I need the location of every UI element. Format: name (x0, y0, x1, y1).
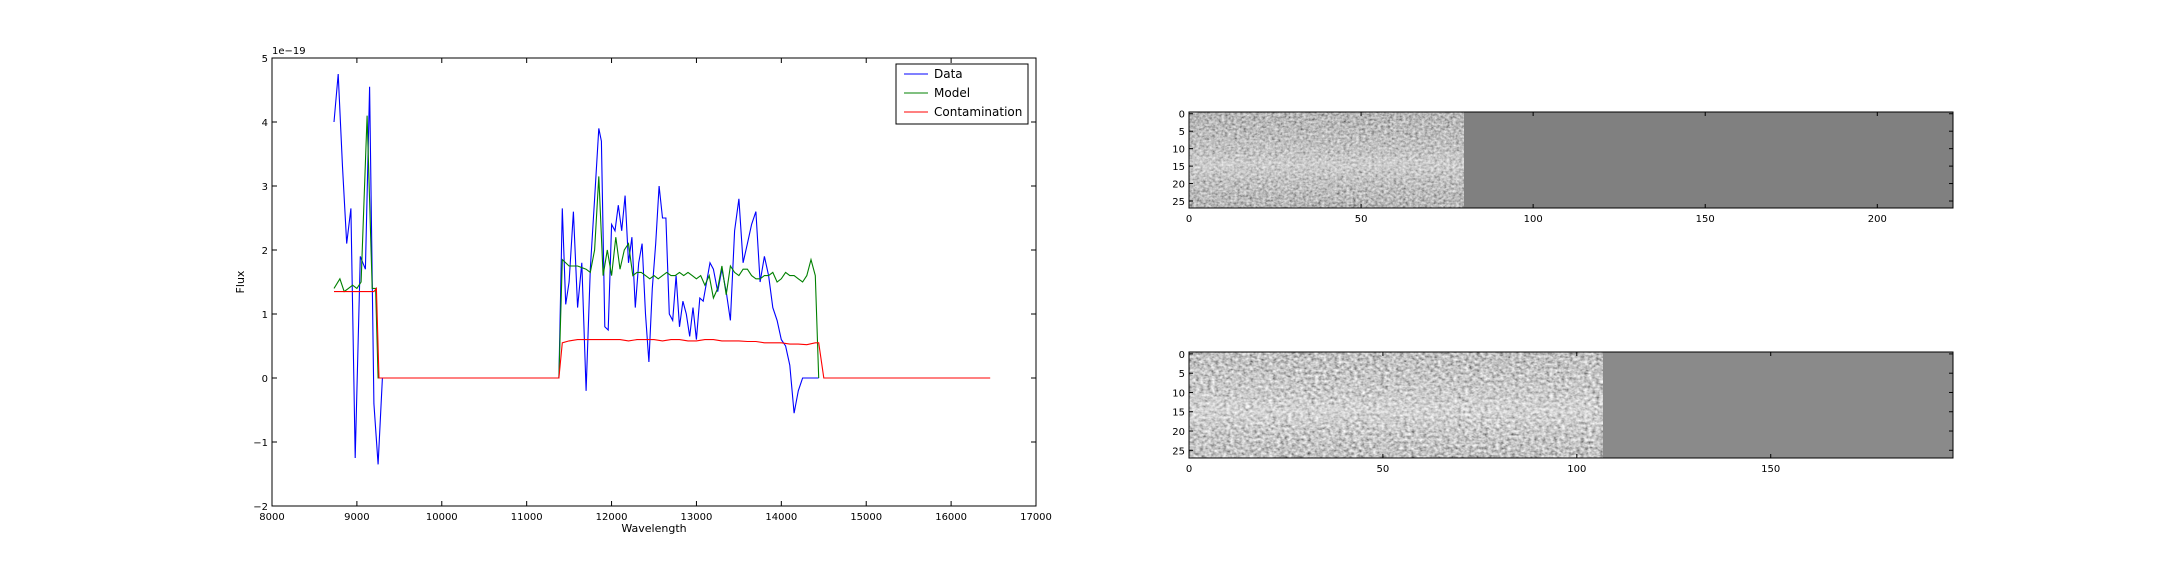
image-x-tick-label: 0 (1186, 214, 1192, 225)
series-line-data (333, 73, 819, 465)
x-axis-label: Wavelength (621, 522, 686, 535)
x-tick-label: 8000 (259, 512, 284, 523)
image-x-tick-label: 50 (1377, 464, 1390, 475)
image-y-tick-label: 25 (1172, 197, 1185, 208)
y-tick-label: 4 (262, 118, 268, 129)
image-x-tick-label: 0 (1186, 464, 1192, 475)
y-tick-label: 0 (262, 374, 268, 385)
y-tick-label: −2 (253, 502, 268, 513)
spectrum-image-top: 0 50 100 150 200 0 5 10 15 20 25 (1172, 110, 1954, 225)
image-x-tick-label: 100 (1567, 464, 1586, 475)
image-x-tick-label: 100 (1524, 214, 1543, 225)
legend-label-contamination: Contamination (934, 105, 1022, 119)
image-y-tick-label: 10 (1172, 145, 1185, 156)
x-tick-label: 12000 (596, 512, 628, 523)
x-tick-label: 15000 (850, 512, 882, 523)
y-tick-label: −1 (253, 438, 268, 449)
image-bottom-frame (1188, 351, 1954, 459)
image-x-tick-label: 200 (1868, 214, 1887, 225)
image-y-tick-label: 20 (1172, 180, 1185, 191)
y-offset-text: 1e−19 (272, 46, 306, 57)
y-tick-label: 5 (262, 54, 268, 65)
spectrum-axis-ticks: 8000 9000 10000 11000 12000 13000 14000 15000 16… (253, 54, 1052, 523)
image-y-tick-label: 15 (1172, 162, 1185, 173)
image-top-frame (1188, 111, 1954, 209)
x-tick-label: 13000 (681, 512, 713, 523)
x-tick-label: 17000 (1020, 512, 1052, 523)
image-y-tick-label: 5 (1179, 127, 1185, 138)
image-y-tick-label: 0 (1179, 110, 1185, 121)
image-y-tick-label: 5 (1179, 369, 1185, 380)
y-tick-label: 3 (262, 182, 268, 193)
y-axis-label: Flux (234, 270, 247, 293)
image-y-tick-label: 10 (1172, 388, 1185, 399)
x-tick-label: 9000 (344, 512, 369, 523)
x-tick-label: 10000 (426, 512, 458, 523)
spectrum-plot-area (271, 57, 1037, 507)
legend-label-model: Model (934, 86, 970, 100)
x-tick-label: 16000 (935, 512, 967, 523)
spectrum-image-bottom: 0 50 100 150 0 5 10 15 20 25 (1172, 350, 1954, 475)
y-tick-label: 2 (262, 246, 268, 257)
legend: Data Model Contamination (895, 63, 1029, 125)
spectrum-chart: 8000 9000 10000 11000 12000 13000 14000 15000 16… (234, 46, 1052, 535)
x-tick-label: 11000 (511, 512, 543, 523)
image-top-axis-ticks: 0 50 100 150 200 0 5 10 15 20 25 (1172, 110, 1953, 225)
image-y-tick-label: 20 (1172, 427, 1185, 438)
image-top-trace (1189, 112, 1464, 208)
spectrum-series-group (333, 73, 991, 465)
image-x-tick-label: 50 (1355, 214, 1368, 225)
image-x-tick-label: 150 (1696, 214, 1715, 225)
image-y-tick-label: 15 (1172, 408, 1185, 419)
image-bottom-trace (1189, 352, 1603, 458)
image-y-tick-label: 25 (1172, 446, 1185, 457)
x-tick-label: 14000 (765, 512, 797, 523)
image-y-tick-label: 0 (1179, 350, 1185, 361)
y-tick-label: 1 (262, 310, 268, 321)
series-line-model (333, 115, 820, 379)
series-line-contamination (334, 286, 991, 379)
image-x-tick-label: 150 (1761, 464, 1780, 475)
legend-label-data: Data (934, 67, 963, 81)
image-bottom-axis-ticks: 0 50 100 150 0 5 10 15 20 25 (1172, 350, 1953, 475)
